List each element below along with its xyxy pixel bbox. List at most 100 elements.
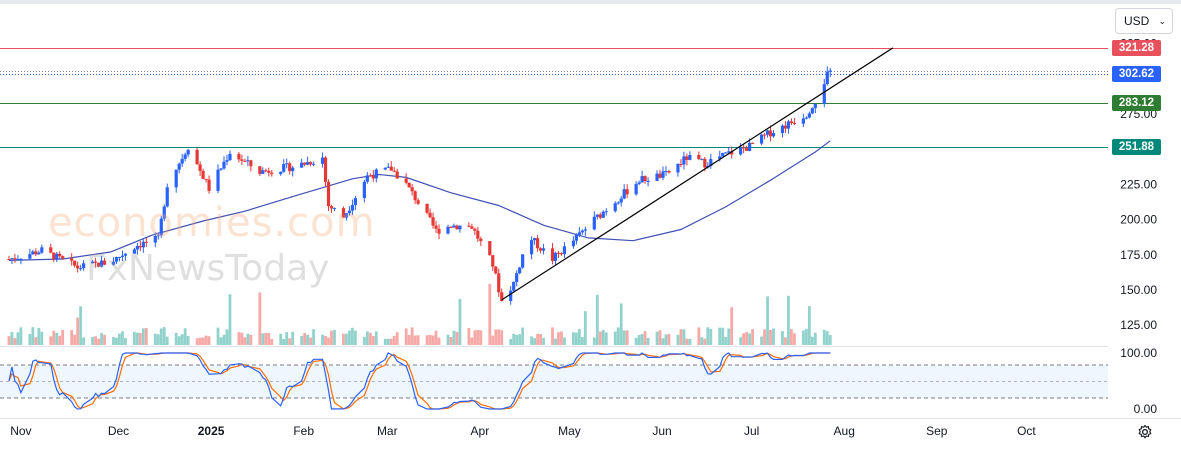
candle-body [320,157,325,164]
price-tick-label: 125.00 [1120,318,1157,332]
candle-body [389,166,393,171]
volume-bar [801,330,805,345]
price-badge-302.62: 302.62 [1112,66,1161,82]
volume-bar [479,330,483,345]
candle-body [437,228,441,234]
candle-body [759,134,764,144]
volume-bar [619,303,623,345]
chevron-down-icon: ⌄ [1158,15,1166,26]
candle-body [219,168,223,170]
volume-bar [488,283,492,345]
candle-body [195,149,199,165]
candle-body [434,225,438,229]
volume-bar [76,317,80,345]
candle-body [413,191,417,201]
candle-body [138,245,142,248]
candle-body [162,206,166,219]
volume-bar [416,335,420,345]
volume-bar [183,328,187,345]
volume-bar [100,333,103,345]
volume-bar [70,330,74,345]
candle-body [99,260,104,267]
time-tick-label: 2025 [198,424,225,438]
candle-body [267,170,271,173]
volume-bar [165,336,169,345]
candle-body [661,171,665,178]
volume-bar [772,328,775,345]
candle-body [132,249,136,254]
volume-bar [121,331,124,345]
volume-bar [625,330,629,345]
settings-button[interactable] [1135,422,1155,442]
currency-select[interactable]: USD ⌄ [1115,8,1173,34]
volume-bar [825,331,829,345]
volume-bar [542,337,545,345]
candle-body [592,216,596,230]
volume-bar [204,335,208,345]
candle-body [428,212,432,218]
candle-body [768,130,773,137]
volume-bar [521,327,525,345]
volume-bar [721,327,725,345]
volume-bar [601,329,605,345]
stochastic-k-line [8,352,831,410]
candle-body [470,226,474,229]
volume-bar [530,336,534,345]
candle-body [658,173,662,178]
volume-bar [207,336,211,345]
volume-bar [425,335,429,345]
candle-body [667,170,671,173]
candle-body [180,158,184,164]
volume-bar [437,337,441,345]
candle-body [446,226,450,234]
volume-bar [583,311,587,345]
volume-bar [261,333,265,345]
candle-body [392,170,396,172]
candle-body [90,261,95,264]
volume-bar [34,337,38,345]
candle-body [634,184,638,195]
volume-bar [365,331,369,345]
candle-body [165,187,169,207]
trendline-layer[interactable] [501,47,894,301]
candle-body [494,266,498,274]
currency-label: USD [1124,14,1150,28]
volume-bar [533,338,536,345]
candle-body [258,166,262,174]
candle-body [156,235,160,237]
candle-body [308,162,313,165]
volume-bar [598,331,602,345]
volume-bar [144,328,148,345]
candle-body [709,158,713,166]
volume-bar [760,336,763,345]
candle-body [10,258,14,260]
candle-body [449,226,453,228]
volume-bar [52,330,56,345]
volume-bar [512,333,516,345]
candle-body [509,290,513,301]
volume-bar [407,335,411,345]
volume-bar [434,330,438,345]
candle-body [535,238,540,249]
volume-bar [634,337,638,345]
candle-body [123,253,128,256]
candle-body [655,173,659,181]
candle-body [70,258,74,261]
candle-body [16,258,20,260]
volume-bar [37,327,41,345]
candle-body [577,232,581,235]
volume-bar [739,337,743,345]
candle-body [616,202,620,204]
gear-icon [1138,424,1152,439]
volume-bar [58,335,62,345]
candle-body [288,163,292,172]
volume-bar [282,338,286,345]
volume-bar [198,337,202,345]
volume-bar [458,298,462,345]
candle-body [326,181,331,207]
time-tick-label: Feb [293,424,314,438]
candle-body [739,147,743,155]
volume-bar [330,330,333,345]
volume-bar [19,327,23,345]
